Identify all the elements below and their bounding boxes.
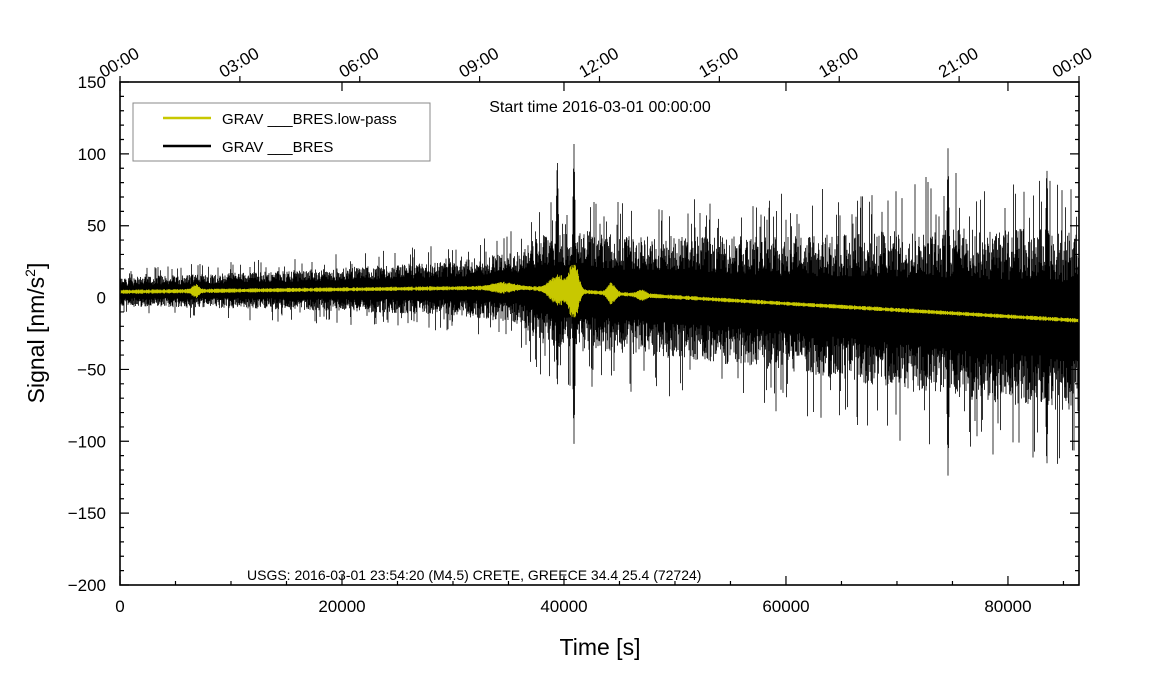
top-time-label: 00:00: [1049, 44, 1095, 82]
y-tick-label: −150: [68, 504, 106, 523]
chart-title: Start time 2016-03-01 00:00:00: [489, 99, 711, 116]
usgs-annotation: USGS: 2016-03-01 23:54:20 (M4.5) CRETE, …: [247, 567, 701, 583]
top-time-label: 18:00: [815, 44, 861, 82]
legend-label-lowpass: GRAV ___BRES.low-pass: [222, 111, 397, 128]
raw-signal-trace: [119, 144, 1080, 476]
y-tick-label: 0: [97, 289, 106, 308]
y-tick-label: 100: [78, 145, 106, 164]
x-tick-label: 60000: [762, 597, 809, 616]
y-axis-title: Signal [nm/s2]: [22, 263, 49, 404]
y-tick-label: −200: [68, 576, 106, 595]
top-time-label: 03:00: [216, 44, 262, 82]
x-tick-label: 0: [115, 597, 124, 616]
axis-ticks: [119, 76, 1080, 586]
y-tick-label: −50: [77, 360, 106, 379]
top-time-label: 15:00: [695, 44, 741, 82]
tick-marks: [119, 76, 1080, 586]
x-tick-label: 80000: [984, 597, 1031, 616]
y-tick-label: 50: [87, 217, 106, 236]
legend: GRAV ___BRES.low-pass GRAV ___BRES: [132, 102, 431, 162]
x-tick-label: 40000: [540, 597, 587, 616]
legend-box: [132, 102, 431, 162]
top-time-label: 21:00: [935, 44, 981, 82]
y-tick-label: −100: [68, 432, 106, 451]
top-time-label: 12:00: [576, 44, 622, 82]
top-time-label: 06:00: [336, 44, 382, 82]
top-time-label: 09:00: [456, 44, 502, 82]
x-tick-label: 20000: [318, 597, 365, 616]
legend-label-raw: GRAV ___BRES: [222, 139, 333, 156]
top-time-label: 00:00: [96, 44, 142, 82]
x-axis-title: Time [s]: [560, 634, 641, 660]
y-tick-label: 150: [78, 73, 106, 92]
black-signal-layer: [119, 144, 1080, 476]
